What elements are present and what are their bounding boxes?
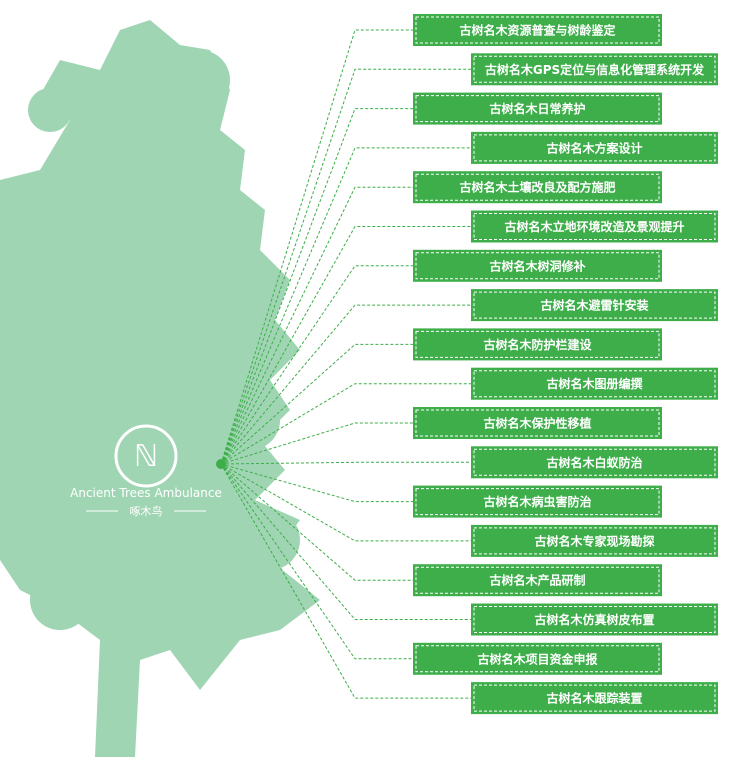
node-border [415,252,660,280]
node-box [471,682,718,715]
node-border [473,527,716,555]
node: 古树名木树洞修补 [413,249,662,282]
link [220,68,471,465]
node-label: 古树名木白蚁防治 [546,455,642,470]
node-label: 古树名木仿真树皮布置 [534,612,654,627]
node: 古树名木保护性移植 [413,407,662,439]
node: 古树名木立地环境改造及景观提升 [471,210,718,243]
node-border [473,684,716,712]
node-box [413,92,662,125]
node-box [471,53,718,86]
node-border [415,16,660,44]
node-label: 古树名木专家现场勘探 [534,533,654,548]
node-box [413,249,662,282]
node-label: 古树名木跟踪装置 [546,691,642,706]
node-border [415,488,660,516]
node-box [413,171,662,204]
node-border [415,566,660,594]
link [220,463,413,581]
link [220,29,413,465]
link [220,108,413,465]
node-label: 古树名木日常养护 [489,101,585,116]
link [220,186,413,465]
boxes: 古树名木资源普查与树龄鉴定古树名木GPS定位与信息化管理系统开发古树名木日常养护… [413,14,718,715]
links [220,29,471,699]
node-border [415,645,660,673]
node-box [471,367,718,400]
node-border [473,213,716,240]
node-label: 古树名木产品研制 [489,573,585,588]
node-box [471,210,718,243]
node-box [413,14,662,46]
node-box [471,446,718,479]
node-box [471,524,718,557]
link [220,463,413,503]
node-box [413,642,662,675]
node-border [473,448,716,476]
node-label: 古树名木立地环境改造及景观提升 [504,219,684,234]
link [220,463,471,542]
link [220,147,471,465]
node-label: 古树名木病虫害防治 [483,494,591,509]
node-label: 古树名木防护栏建设 [483,337,592,352]
node-box [413,407,662,439]
logo-ring [114,424,178,488]
logo: ℕ Ancient Trees Ambulance 啄木鸟 [70,424,222,518]
link [220,265,413,465]
hub [216,459,226,469]
link [220,463,471,699]
link [220,226,471,465]
node-box [471,289,718,322]
node: 古树名木跟踪装置 [471,682,718,715]
node: 古树名木日常养护 [413,92,662,125]
node: 古树名木项目资金申报 [413,642,662,675]
node-border [473,370,716,398]
node: 古树名木图册编撰 [471,367,718,400]
node: 古树名木资源普查与树龄鉴定 [413,14,662,46]
node: 古树名木防护栏建设 [413,328,662,361]
node: 古树名木GPS定位与信息化管理系统开发 [471,53,718,86]
link [220,461,471,465]
node-label: 古树名木项目资金申报 [477,651,597,666]
node: 古树名木土壤改良及配方施肥 [413,171,662,204]
node-border [473,134,716,162]
node-box [413,328,662,361]
node-border [473,291,716,319]
node-box [471,131,718,164]
node-label: 古树名木资源普查与树龄鉴定 [459,23,615,38]
node-label: 古树名木避雷针安装 [540,298,648,313]
node-label: 古树名木图册编撰 [546,376,642,391]
node: 古树名木产品研制 [413,564,662,597]
node-box [413,564,662,597]
node-border [473,55,716,83]
link [220,383,471,465]
node-border [415,409,660,437]
node-label: 古树名木树洞修补 [489,258,585,273]
node-border [415,95,660,123]
node-border [415,173,660,201]
node-border [473,606,716,633]
node: 古树名木病虫害防治 [413,485,662,518]
node: 古树名木避雷针安装 [471,289,718,322]
node-label: 古树名木土壤改良及配方施肥 [459,180,615,195]
link [220,304,471,465]
node-label: 古树名木GPS定位与信息化管理系统开发 [485,62,705,77]
node: 古树名木专家现场勘探 [471,524,718,557]
node-border [415,330,660,358]
node: 古树名木方案设计 [471,131,718,164]
logo-subtitle: 啄木鸟 [130,504,163,518]
node: 古树名木仿真树皮布置 [471,603,718,636]
link [220,463,413,660]
node-box [471,603,718,636]
link [220,463,471,620]
node-label: 古树名木保护性移植 [483,416,591,431]
logo-name: Ancient Trees Ambulance [70,486,222,500]
node-box [413,485,662,518]
node: 古树名木白蚁防治 [471,446,718,479]
node-label: 古树名木方案设计 [546,140,642,155]
logo-mark: ℕ [134,440,158,473]
link [220,422,413,465]
tree [0,20,320,757]
